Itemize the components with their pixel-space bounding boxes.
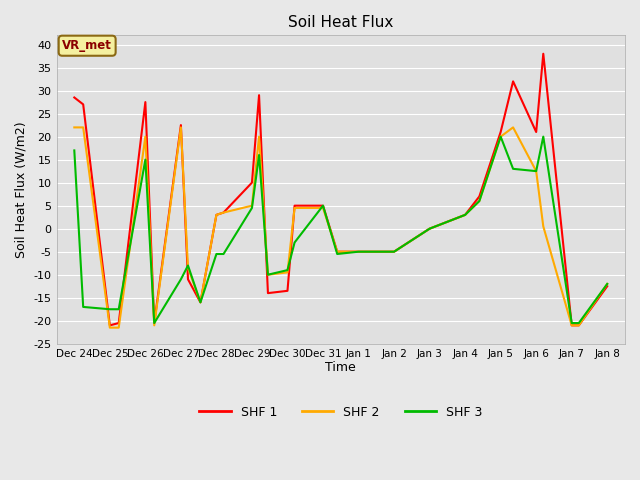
SHF 2 <box>79 124 87 130</box>
SHF 1 <box>150 320 158 326</box>
Legend: SHF 1, SHF 2, SHF 3: SHF 1, SHF 2, SHF 3 <box>195 401 487 424</box>
SHF 3 <box>177 276 185 282</box>
SHF 2 <box>575 323 582 328</box>
SHF 3 <box>212 251 220 257</box>
SHF 1 <box>509 79 517 84</box>
SHF 2 <box>461 212 469 218</box>
SHF 1 <box>177 122 185 128</box>
SHF 2 <box>497 134 504 140</box>
SHF 2 <box>604 281 611 287</box>
SHF 3 <box>390 249 398 254</box>
SHF 2 <box>212 212 220 218</box>
SHF 2 <box>333 249 341 254</box>
SHF 2 <box>196 300 204 305</box>
SHF 1 <box>355 249 362 254</box>
SHF 1 <box>184 276 192 282</box>
SHF 1 <box>426 226 433 231</box>
Title: Soil Heat Flux: Soil Heat Flux <box>288 15 394 30</box>
SHF 3 <box>319 203 327 208</box>
SHF 3 <box>248 205 256 211</box>
SHF 1 <box>255 92 263 98</box>
SHF 3 <box>255 152 263 158</box>
SHF 1 <box>532 129 540 135</box>
SHF 1 <box>461 212 469 218</box>
SHF 3 <box>604 281 611 287</box>
SHF 2 <box>355 249 362 254</box>
SHF 3 <box>476 198 483 204</box>
Line: SHF 2: SHF 2 <box>74 127 607 328</box>
Text: VR_met: VR_met <box>62 39 112 52</box>
SHF 3 <box>284 267 291 273</box>
SHF 1 <box>264 290 272 296</box>
SHF 2 <box>476 198 483 204</box>
SHF 1 <box>540 51 547 57</box>
SHF 3 <box>532 168 540 174</box>
SHF 3 <box>291 240 298 245</box>
SHF 3 <box>264 272 272 277</box>
SHF 1 <box>476 193 483 199</box>
SHF 2 <box>509 124 517 130</box>
SHF 2 <box>426 226 433 231</box>
SHF 3 <box>509 166 517 172</box>
SHF 2 <box>106 325 114 331</box>
SHF 1 <box>568 323 575 328</box>
SHF 2 <box>220 210 227 216</box>
SHF 2 <box>291 205 298 211</box>
SHF 3 <box>115 306 122 312</box>
SHF 3 <box>355 249 362 254</box>
SHF 3 <box>220 251 227 257</box>
SHF 1 <box>70 95 78 100</box>
SHF 3 <box>70 147 78 153</box>
SHF 1 <box>390 249 398 254</box>
SHF 1 <box>333 249 341 254</box>
SHF 1 <box>604 283 611 289</box>
SHF 3 <box>141 157 149 163</box>
SHF 3 <box>196 300 204 305</box>
SHF 2 <box>115 325 122 331</box>
SHF 1 <box>106 323 114 328</box>
SHF 1 <box>319 203 327 208</box>
SHF 1 <box>497 129 504 135</box>
SHF 2 <box>264 272 272 277</box>
SHF 2 <box>390 249 398 254</box>
SHF 3 <box>568 320 575 326</box>
SHF 1 <box>79 101 87 107</box>
SHF 3 <box>540 134 547 140</box>
SHF 2 <box>248 203 256 208</box>
SHF 2 <box>540 224 547 229</box>
SHF 1 <box>284 288 291 294</box>
Line: SHF 3: SHF 3 <box>74 137 607 323</box>
SHF 2 <box>284 270 291 276</box>
SHF 1 <box>115 320 122 326</box>
SHF 2 <box>255 134 263 140</box>
SHF 2 <box>150 323 158 328</box>
Y-axis label: Soil Heat Flux (W/m2): Soil Heat Flux (W/m2) <box>15 121 28 258</box>
SHF 3 <box>79 304 87 310</box>
SHF 3 <box>184 263 192 268</box>
SHF 2 <box>319 205 327 211</box>
SHF 3 <box>150 320 158 326</box>
SHF 3 <box>461 212 469 218</box>
SHF 3 <box>106 306 114 312</box>
SHF 1 <box>141 99 149 105</box>
SHF 1 <box>291 203 298 208</box>
SHF 2 <box>177 124 185 130</box>
X-axis label: Time: Time <box>325 361 356 374</box>
Line: SHF 1: SHF 1 <box>74 54 607 325</box>
SHF 3 <box>497 134 504 140</box>
SHF 1 <box>196 300 204 305</box>
SHF 2 <box>568 323 575 328</box>
SHF 3 <box>426 226 433 231</box>
SHF 1 <box>248 180 256 186</box>
SHF 1 <box>220 210 227 216</box>
SHF 1 <box>575 323 582 328</box>
SHF 2 <box>70 124 78 130</box>
SHF 2 <box>184 265 192 271</box>
SHF 2 <box>532 168 540 174</box>
SHF 2 <box>141 134 149 140</box>
SHF 3 <box>333 251 341 257</box>
SHF 3 <box>575 320 582 326</box>
SHF 1 <box>212 212 220 218</box>
